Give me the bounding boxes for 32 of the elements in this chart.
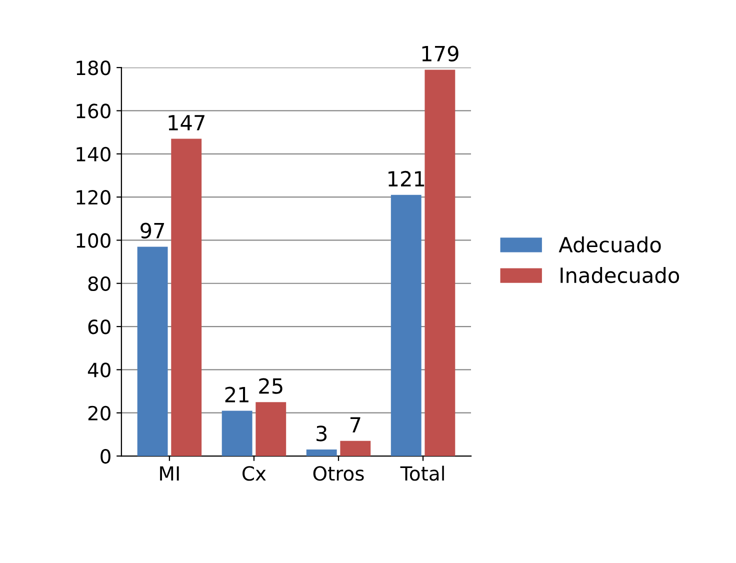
- legend-label: Inadecuado: [560, 267, 680, 284]
- bar: [340, 440, 371, 456]
- data-label: 121: [388, 170, 424, 186]
- bar: [390, 194, 422, 456]
- y-tick-label: 160: [76, 104, 110, 118]
- data-label: 179: [422, 46, 458, 62]
- bar: [256, 402, 286, 456]
- y-tick-label: 100: [76, 233, 110, 248]
- bar: [424, 70, 456, 456]
- data-label: 3: [316, 426, 327, 442]
- legend-label: Adecuado: [558, 236, 661, 253]
- y-tick-label: 0: [100, 448, 110, 464]
- bar: [306, 450, 337, 456]
- x-tick-label: MI: [160, 466, 179, 481]
- y-tick-label: 120: [76, 190, 110, 205]
- x-tick-label: Otros: [313, 466, 364, 481]
- data-label: 7: [350, 417, 360, 432]
- y-tick-label: 40: [88, 362, 110, 378]
- x-tick-label: Cx: [242, 466, 266, 481]
- bar: [222, 410, 252, 456]
- bar: [137, 246, 168, 456]
- y-tick-label: 80: [88, 276, 110, 292]
- data-label: 97: [140, 222, 164, 238]
- y-tick-label: 20: [88, 406, 110, 421]
- data-label: 147: [168, 115, 204, 130]
- data-label: 21: [225, 386, 248, 402]
- x-tick-label: Total: [400, 466, 444, 481]
- bar: [171, 138, 202, 456]
- y-tick-label: 140: [76, 146, 110, 162]
- y-tick-label: 60: [88, 319, 110, 334]
- data-label: 25: [259, 378, 282, 394]
- y-tick-label: 180: [76, 60, 110, 76]
